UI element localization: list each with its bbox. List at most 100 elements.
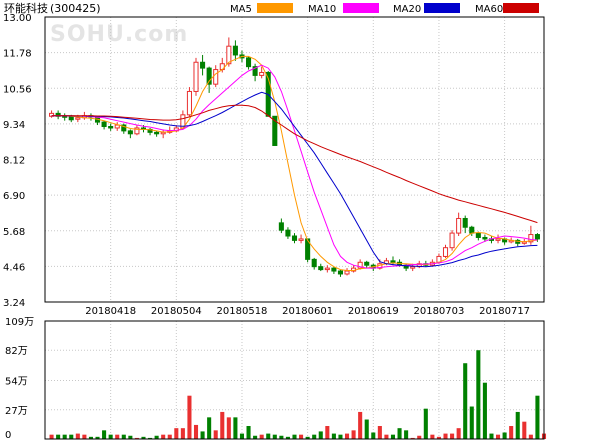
legend-swatch-ma20 — [424, 3, 460, 13]
candle-body-up — [324, 267, 330, 271]
volume-bar-down — [266, 433, 271, 439]
candle-body-up — [357, 261, 363, 269]
candle-body-down — [318, 266, 324, 271]
candle-body-down — [278, 222, 284, 231]
volume-bar-up — [522, 421, 527, 439]
candle — [134, 125, 140, 136]
price-y-tick-label: 6.90 — [3, 191, 25, 202]
legend-label-ma20: MA20 — [393, 4, 421, 15]
volume-bar-up — [187, 395, 192, 439]
volume-bar-down — [305, 436, 310, 439]
price-x-tick-label: 20180418 — [85, 306, 136, 317]
volume-bar-up — [174, 428, 179, 439]
candle — [456, 212, 462, 237]
volume-bar-up — [180, 428, 185, 439]
candle — [121, 123, 127, 134]
volume-bar-down — [154, 435, 159, 439]
volume-bar-down — [292, 434, 297, 439]
volume-bar-up — [259, 434, 264, 439]
volume-bar-up — [115, 434, 120, 439]
price-x-tick-label: 20180504 — [151, 306, 202, 317]
price-y-tick-label: 9.34 — [3, 120, 25, 131]
volume-bar-down — [69, 434, 74, 439]
candle — [449, 230, 455, 251]
candle-body-up — [528, 234, 534, 243]
candle-body-down — [200, 61, 206, 69]
moving-average-lines — [51, 55, 538, 271]
price-panel-frame — [44, 16, 545, 303]
volume-bar-down — [246, 426, 251, 439]
legend-swatch-ma10 — [343, 3, 379, 13]
candle-body-down — [291, 235, 298, 241]
volume-bar-up — [167, 434, 172, 439]
candle-body-up — [442, 247, 449, 257]
candle — [114, 122, 120, 131]
volume-bar-down — [390, 434, 396, 439]
volume-bar-down — [200, 431, 205, 439]
candle — [62, 113, 68, 121]
price-x-tick-label: 20180703 — [413, 306, 464, 317]
candle-body-up — [298, 238, 304, 241]
legend-label-ma10: MA10 — [308, 4, 336, 15]
candle — [291, 233, 298, 244]
candle — [357, 259, 363, 270]
candle — [364, 260, 370, 269]
volume-bar-down — [239, 433, 245, 439]
volume-bar-down — [56, 434, 61, 439]
volume-bar-up — [220, 411, 225, 439]
candle-body-down — [206, 67, 212, 85]
volume-bar-up — [456, 428, 461, 439]
candle-body-down — [475, 232, 481, 238]
candle-body-down — [101, 121, 107, 128]
volume-bar-down — [148, 437, 153, 439]
candle-body-down — [462, 217, 468, 228]
volume-bar-up — [410, 437, 415, 439]
candle — [108, 123, 114, 131]
price-y-tick-label: 11.78 — [3, 49, 32, 60]
candle — [193, 57, 199, 96]
volume-y-axis: 109万 82万 54万 27万 0 — [5, 317, 34, 440]
volume-bar-down — [482, 382, 487, 439]
volume-bar-up — [443, 433, 448, 439]
volume-bar-up — [496, 434, 501, 439]
candle — [55, 110, 61, 120]
volume-bar-down — [331, 433, 336, 439]
stock-code: (300425) — [50, 2, 101, 15]
candle-body-down — [534, 234, 540, 240]
volume-bar-up — [351, 430, 356, 439]
candle-body-up — [134, 127, 140, 135]
volume-bar-down — [515, 411, 520, 439]
candle — [337, 269, 343, 277]
candle — [462, 215, 468, 234]
candle — [127, 129, 133, 139]
volume-bar-down — [469, 406, 474, 439]
volume-bar-up — [75, 433, 80, 439]
volume-y-tick-label: 27万 — [5, 406, 28, 417]
legend: MA5 MA10 MA20 MA60 — [230, 3, 539, 15]
candle-body-down — [305, 238, 311, 260]
legend-label-ma60: MA60 — [475, 4, 503, 15]
price-y-tick-label: 13.00 — [3, 13, 32, 24]
volume-y-tick-label: 0 — [5, 430, 11, 440]
price-x-tick-label: 20180518 — [217, 306, 268, 317]
price-x-tick-label: 20180717 — [479, 306, 530, 317]
candle-body-down — [390, 260, 396, 263]
candle — [232, 40, 238, 61]
candle — [49, 110, 55, 118]
volume-bar-up — [417, 435, 422, 439]
volume-bar-down — [423, 408, 428, 439]
candle-body-up — [456, 217, 462, 234]
candle-body-up — [344, 270, 350, 275]
volume-bar-down — [121, 434, 126, 439]
candle — [101, 120, 107, 130]
candle — [259, 66, 265, 79]
candle — [324, 265, 330, 273]
volume-bar-down — [95, 436, 100, 439]
volume-bar-up — [134, 437, 139, 439]
price-x-tick-label: 20180601 — [282, 306, 333, 317]
volume-bar-down — [62, 434, 67, 439]
candle-body-up — [114, 124, 120, 129]
volume-bar-up — [299, 434, 304, 439]
candle-body-down — [121, 124, 127, 132]
volume-bar-down — [253, 435, 258, 439]
